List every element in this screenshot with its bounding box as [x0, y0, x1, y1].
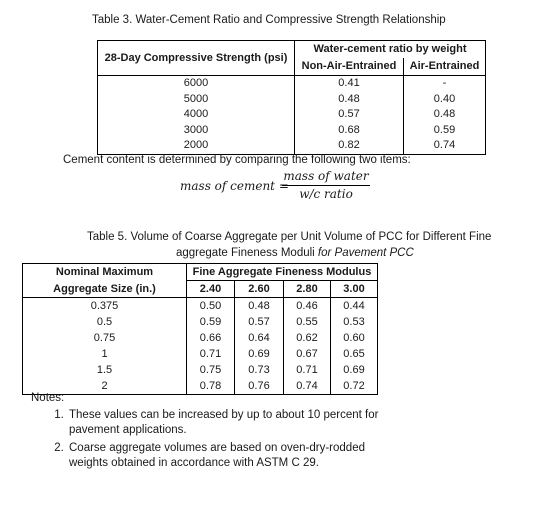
table3-air: 0.48: [403, 107, 486, 123]
table5-cell: 0.64: [234, 330, 284, 346]
table5-cell: 0.57: [234, 314, 284, 330]
table5-cell: 0.69: [330, 362, 378, 378]
table5-size: 0.5: [22, 314, 187, 330]
table5-caption-line1: Table 5. Volume of Coarse Aggregate per …: [87, 231, 492, 243]
table3-col1-header: 28-Day Compressive Strength (psi): [97, 40, 295, 76]
table3: 28-Day Compressive Strength (psi) Water-…: [97, 40, 486, 155]
table5-col1-header-line1: Nominal Maximum: [22, 263, 187, 281]
table5-size: 0.75: [22, 330, 187, 346]
table5-subheader: 2.40: [186, 280, 235, 298]
table3-non-air: 0.41: [294, 75, 404, 92]
table5-cell: 0.62: [283, 330, 331, 346]
table5-size: 2: [22, 378, 187, 395]
table-row: 5000 0.48 0.40: [97, 91, 486, 107]
table5-cell: 0.55: [283, 314, 331, 330]
table5-caption-line2-text: aggregate Fineness Moduli: [176, 247, 318, 259]
table5-cell: 0.71: [186, 346, 235, 362]
table3-strength: 4000: [97, 107, 295, 123]
table3-non-air: 0.57: [294, 107, 404, 123]
table5-cell: 0.46: [283, 297, 331, 314]
table3-strength: 3000: [97, 122, 295, 138]
table5-cell: 0.74: [283, 378, 331, 395]
table5-caption-line2-italic: for Pavement PCC: [317, 247, 414, 259]
table-row: 4000 0.57 0.48: [97, 107, 486, 123]
notes-title: Notes:: [31, 392, 65, 404]
table3-caption: Table 3. Water-Cement Ratio and Compress…: [92, 14, 446, 26]
formula-denominator: w/c ratio: [299, 187, 353, 201]
table3-strength: 6000: [97, 75, 295, 92]
list-item: Coarse aggregate volumes are based on ov…: [67, 441, 391, 471]
table5-cell: 0.50: [186, 297, 235, 314]
table3-air: -: [403, 75, 486, 92]
table5-size: 1: [22, 346, 187, 362]
table5-cell: 0.75: [186, 362, 235, 378]
table3-strength: 2000: [97, 138, 295, 155]
table-row: 6000 0.41 -: [97, 75, 486, 92]
table5-cell: 0.69: [234, 346, 284, 362]
table3-non-air: 0.82: [294, 138, 404, 155]
table5-cell: 0.78: [186, 378, 235, 395]
table5-cell: 0.71: [283, 362, 331, 378]
table-row: 0.75 0.66 0.64 0.62 0.60: [22, 330, 378, 346]
table5-subheader: 2.80: [283, 280, 331, 298]
table-row: 1 0.71 0.69 0.67 0.65: [22, 346, 378, 362]
table5-cell: 0.48: [234, 297, 284, 314]
table3-group-header: Water-cement ratio by weight: [294, 40, 486, 58]
notes: Notes: These values can be increased by …: [31, 391, 391, 474]
table3-air: 0.40: [403, 91, 486, 107]
table5-subheader: 3.00: [330, 280, 378, 298]
table3-strength: 5000: [97, 91, 295, 107]
table3-subheader-non-air: Non-Air-Entrained: [294, 58, 404, 76]
table5-cell: 0.60: [330, 330, 378, 346]
list-item: These values can be increased by up to a…: [67, 408, 391, 438]
table5-cell: 0.44: [330, 297, 378, 314]
table5-cell: 0.76: [234, 378, 284, 395]
table-row: 0.375 0.50 0.48 0.46 0.44: [22, 297, 378, 314]
table5-cell: 0.73: [234, 362, 284, 378]
table-row: 2000 0.82 0.74: [97, 138, 486, 155]
table5-size: 0.375: [22, 297, 187, 314]
notes-list: These values can be increased by up to a…: [31, 408, 391, 471]
table5-cell: 0.72: [330, 378, 378, 395]
table5-col1-header-line2: Aggregate Size (in.): [22, 280, 187, 298]
table5-cell: 0.59: [186, 314, 235, 330]
cement-note: Cement content is determined by comparin…: [63, 154, 411, 166]
table-row: 3000 0.68 0.59: [97, 122, 486, 138]
table5-cell: 0.67: [283, 346, 331, 362]
table5-subheader: 2.60: [234, 280, 284, 298]
table5-caption-line2: aggregate Fineness Moduli for Pavement P…: [176, 247, 414, 259]
table-row: 0.5 0.59 0.57 0.55 0.53: [22, 314, 378, 330]
table3-air: 0.74: [403, 138, 486, 155]
table5-cell: 0.66: [186, 330, 235, 346]
fraction-bar: [282, 185, 370, 186]
formula-lhs: mass of cement =: [180, 179, 289, 193]
table5-group-header: Fine Aggregate Fineness Modulus: [186, 263, 378, 281]
table3-subheader-air: Air-Entrained: [403, 58, 486, 76]
table5-cell: 0.53: [330, 314, 378, 330]
table5: Nominal Maximum Fine Aggregate Fineness …: [22, 263, 378, 395]
table-row: 2 0.78 0.76 0.74 0.72: [22, 378, 378, 395]
table-row: 1.5 0.75 0.73 0.71 0.69: [22, 362, 378, 378]
table3-air: 0.59: [403, 122, 486, 138]
table3-non-air: 0.48: [294, 91, 404, 107]
formula-numerator: mass of water: [283, 169, 369, 183]
table5-size: 1.5: [22, 362, 187, 378]
table5-cell: 0.65: [330, 346, 378, 362]
table3-non-air: 0.68: [294, 122, 404, 138]
